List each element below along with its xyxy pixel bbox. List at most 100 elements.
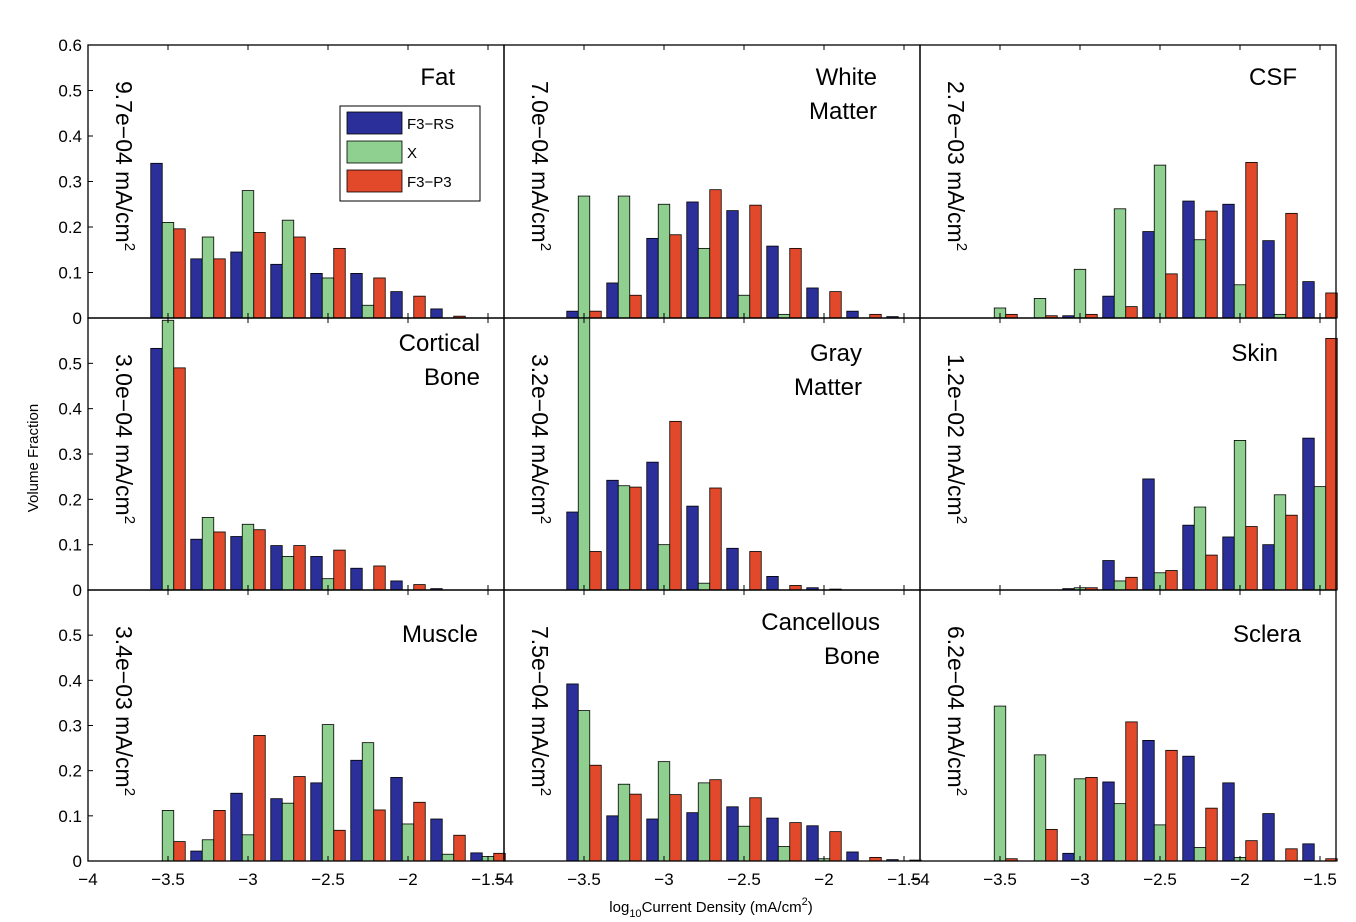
bar-gray-matter-s1-2 — [657, 544, 671, 591]
bar-fat-s0-5 — [350, 273, 363, 319]
panel-side-value-muscle: 3.4e−03 mA/cm — [111, 626, 137, 788]
bar-sclera-s2-3 — [1125, 721, 1138, 862]
panel-side-superscript-fat: 2 — [121, 243, 138, 251]
bar-white-matter-s0-7 — [846, 310, 859, 319]
bar-csf-s1-1 — [1033, 298, 1047, 319]
bar-gray-matter-s0-1 — [606, 479, 619, 591]
panel-title-cortical-bone: Cortical Bone — [399, 330, 480, 391]
bar-cancellous-bone-s0-6 — [806, 825, 819, 862]
bar-muscle-s0-6 — [390, 777, 403, 862]
bar-skin-s1-5 — [1193, 506, 1207, 591]
panel-side-text-sclera: 6.2e−04 mA/cm2 — [943, 626, 970, 796]
bar-sclera-s1-5 — [1193, 847, 1207, 862]
bar-csf-s0-4 — [1142, 231, 1155, 319]
bar-gray-matter-s0-2 — [646, 461, 659, 591]
x-axis-label-superscript: 2 — [802, 896, 808, 908]
panel-title-line-cortical-bone-1: Bone — [424, 364, 480, 391]
panel-side-text-cancellous-bone: 7.5e−04 mA/cm2 — [527, 626, 554, 796]
panel-side-superscript-csf: 2 — [953, 243, 970, 251]
xtick-label-sclera-0: −4 — [910, 870, 929, 889]
xtick-label-muscle-3: −2.5 — [311, 870, 345, 889]
bar-fat-s2-1 — [213, 258, 226, 319]
bar-fat-s0-7 — [430, 308, 443, 319]
bar-cortical-bone-s1-0 — [161, 319, 175, 591]
xtick-label-sclera-1: −3.5 — [983, 870, 1017, 889]
panel-title-line-cancellous-bone-0: Cancellous — [761, 609, 880, 636]
panel-side-text-muscle: 3.4e−03 mA/cm2 — [111, 626, 138, 796]
bar-sclera-s2-1 — [1045, 828, 1058, 862]
bar-muscle-s0-3 — [270, 798, 283, 862]
bar-cortical-bone-s0-2 — [230, 536, 243, 591]
ytick-label-muscle-4: 0.4 — [58, 671, 82, 690]
legend: F3−RS X F3−P3 — [339, 105, 481, 202]
bar-fat-s1-3 — [281, 219, 295, 319]
bar-cortical-bone-s0-4 — [310, 556, 323, 591]
xtick-label-cancellous-bone-1: −3.5 — [567, 870, 601, 889]
ytick-label-cortical-bone-2: 0.2 — [58, 490, 82, 509]
bar-cancellous-bone-s1-0 — [577, 710, 591, 862]
panel-side-text-cortical-bone: 3.0e−04 mA/cm2 — [111, 354, 138, 524]
ytick-label-fat-4: 0.4 — [58, 127, 82, 146]
panel-title-line-white-matter-0: White — [816, 64, 877, 91]
panel-title-line-white-matter-1: Matter — [809, 98, 877, 125]
bar-sclera-s0-2 — [1062, 852, 1075, 862]
bar-white-matter-s0-4 — [726, 210, 739, 319]
x-axis-label-end: ) — [808, 899, 813, 916]
bar-muscle-s2-1 — [213, 810, 226, 862]
bar-cancellous-bone-s0-4 — [726, 806, 739, 862]
bar-cancellous-bone-s2-4 — [749, 797, 762, 862]
legend-swatch-0 — [346, 111, 403, 135]
panel-side-superscript-cortical-bone: 2 — [121, 516, 138, 524]
bar-cancellous-bone-s0-0 — [566, 683, 579, 862]
bar-skin-s0-6 — [1222, 536, 1235, 591]
bar-gray-matter-s2-5 — [789, 585, 802, 591]
bar-cancellous-bone-s0-2 — [646, 818, 659, 862]
bar-sclera-s2-6 — [1245, 840, 1258, 862]
ytick-label-fat-0: 0 — [73, 309, 82, 328]
bar-cancellous-bone-s0-5 — [766, 817, 779, 862]
bar-cancellous-bone-s1-3 — [697, 782, 711, 862]
bar-white-matter-s2-0 — [589, 310, 602, 319]
bar-cortical-bone-s2-2 — [253, 529, 266, 591]
bar-skin-s0-8 — [1302, 437, 1315, 591]
bar-skin-s2-3 — [1125, 576, 1138, 591]
panel-side-text-white-matter: 7.0e−04 mA/cm2 — [527, 81, 554, 251]
panel-side-value-csf: 2.7e−03 mA/cm — [943, 81, 969, 243]
panel-side-value-skin: 1.2e−02 mA/cm — [943, 354, 969, 516]
ytick-label-fat-5: 0.5 — [58, 82, 82, 101]
bar-white-matter-s0-3 — [686, 201, 699, 319]
bar-muscle-s0-4 — [310, 782, 323, 862]
panel-csf: CSF 2.7e−03 mA/cm2 — [919, 44, 1338, 319]
panel-side-value-white-matter: 7.0e−04 mA/cm — [527, 81, 553, 243]
bar-muscle-s2-7 — [453, 834, 466, 862]
bar-muscle-s2-0 — [173, 841, 186, 862]
bar-muscle-s2-2 — [253, 735, 266, 862]
ytick-label-cortical-bone-5: 0.5 — [58, 354, 82, 373]
panel-cortical-bone: 0 0.1 0.2 0.3 0.4 0.5 Cortical Bone 3.0e−04 mA/c… — [58, 317, 505, 600]
panel-skin: Skin 1.2e−02 mA/cm2 — [919, 317, 1338, 591]
ytick-label-cortical-bone-0: 0 — [73, 581, 82, 600]
panel-title-line-fat-0: Fat — [420, 64, 455, 91]
bar-gray-matter-s2-0 — [589, 551, 602, 591]
panel-side-value-gray-matter: 3.2e−04 mA/cm — [527, 354, 553, 516]
bar-fat-s1-1 — [201, 236, 215, 319]
bar-fat-s0-3 — [270, 263, 283, 319]
xtick-label-cancellous-bone-0: −4 — [494, 870, 513, 889]
bar-skin-s1-3 — [1113, 580, 1127, 591]
bar-gray-matter-s1-1 — [617, 485, 631, 591]
legend-label-2: F3−P3 — [407, 174, 452, 191]
ytick-label-fat-2: 0.2 — [58, 218, 82, 237]
bar-muscle-s1-3 — [281, 802, 295, 862]
bar-cancellous-bone-s0-1 — [606, 815, 619, 862]
bar-gray-matter-s2-1 — [629, 486, 642, 591]
bar-muscle-s0-1 — [190, 850, 203, 862]
ytick-label-cortical-bone-1: 0.1 — [58, 536, 82, 555]
bar-white-matter-s1-2 — [657, 203, 671, 319]
panel-title-fat: Fat — [420, 64, 455, 91]
bar-muscle-s1-7 — [441, 853, 455, 862]
bar-sclera-s1-4 — [1153, 824, 1167, 862]
legend-swatch-2 — [346, 169, 403, 193]
bar-gray-matter-s2-3 — [709, 487, 722, 591]
bar-fat-s0-2 — [230, 251, 243, 319]
bar-csf-s1-4 — [1153, 164, 1167, 319]
